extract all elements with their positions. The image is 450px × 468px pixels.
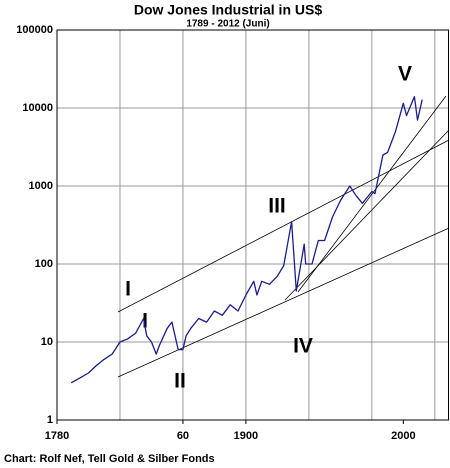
wave-label: IV [293, 335, 313, 358]
wave-label: I [142, 310, 148, 333]
y-tick-label: 10000 [22, 102, 53, 114]
trend-line [297, 95, 447, 293]
x-tick-label: 60 [177, 430, 189, 442]
wave-label: III [268, 195, 286, 218]
wave-label: II [174, 370, 186, 393]
x-tick-label: 1780 [45, 430, 69, 442]
trend-line [117, 227, 450, 378]
plot-frame [56, 29, 449, 421]
x-tick-label: 2000 [391, 430, 415, 442]
y-tick-label: 1000 [29, 180, 53, 192]
y-tick-label: 100000 [16, 24, 53, 36]
wave-label: V [398, 63, 412, 86]
trend-line [117, 139, 450, 313]
price-line [70, 95, 423, 384]
y-tick-label: 1 [47, 414, 53, 426]
wave-label: I [125, 278, 131, 301]
y-tick-label: 100 [35, 258, 53, 270]
trend-line [284, 129, 450, 301]
source-note: Chart: Rolf Nef, Tell Gold & Silber Fond… [4, 453, 215, 465]
chart-subtitle: 1789 - 2012 (Juni) [186, 19, 269, 30]
y-tick-label: 10 [41, 336, 53, 348]
x-tick-label: 1900 [234, 430, 258, 442]
trend-lines [117, 95, 450, 378]
chart-title: Dow Jones Industrial in US$ [134, 2, 322, 18]
